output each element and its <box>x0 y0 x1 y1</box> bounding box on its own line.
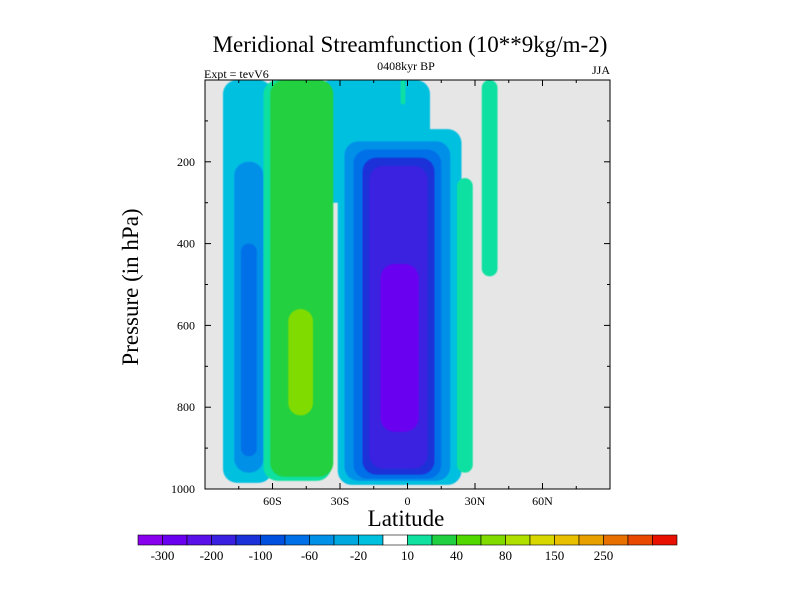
colorbar-swatch <box>358 534 384 546</box>
contour-fills <box>223 80 498 485</box>
y-tick-label: 800 <box>177 400 195 414</box>
colorbar-swatch <box>505 534 531 546</box>
time-label: 0408kyr BP <box>377 59 435 73</box>
colorbar-swatch <box>652 534 678 546</box>
colorbar-swatch <box>529 534 555 546</box>
colorbar-swatch <box>162 534 188 546</box>
x-tick-label: 0 <box>405 494 411 508</box>
x-tick-label: 30N <box>465 494 486 508</box>
colorbar-swatch <box>382 534 408 546</box>
colorbar-swatch <box>260 534 286 546</box>
colorbar-swatch <box>333 534 359 546</box>
colorbar-swatch <box>137 534 163 546</box>
contour-equator-strip <box>400 80 406 105</box>
colorbar-swatch <box>456 534 482 546</box>
colorbar-label: -300 <box>151 548 175 563</box>
colorbar-swatch <box>284 534 310 546</box>
contour-north-strip-upper <box>481 80 498 277</box>
contour-hadley-core <box>380 264 419 432</box>
y-tick-label: 200 <box>177 155 195 169</box>
x-tick-label: 60S <box>263 494 282 508</box>
colorbar-label: 250 <box>594 548 614 563</box>
colorbar-label: -20 <box>350 548 367 563</box>
y-tick-label: 1000 <box>171 482 195 496</box>
colorbar-label: -60 <box>301 548 318 563</box>
y-axis-label: Pressure (in hPa) <box>118 208 143 365</box>
colorbar-label: -200 <box>200 548 224 563</box>
colorbar-swatch <box>578 534 604 546</box>
colorbar-swatch <box>480 534 506 546</box>
contour-southern-cell-core <box>241 243 257 457</box>
x-axis-label: Latitude <box>368 506 445 531</box>
y-axis: 200 400 600 800 1000 <box>171 120 610 496</box>
experiment-label: Expt = tevV6 <box>204 67 269 81</box>
colorbar-label: 40 <box>450 548 463 563</box>
colorbar-swatch <box>554 534 580 546</box>
colorbar-swatch <box>186 534 212 546</box>
colorbar-swatch <box>235 534 261 546</box>
colorbar-swatch <box>407 534 433 546</box>
contour-north-strip-lower <box>457 178 473 473</box>
colorbar-swatch <box>211 534 237 546</box>
colorbar-label: -100 <box>249 548 273 563</box>
y-tick-label: 400 <box>177 237 195 251</box>
colorbar-swatch <box>431 534 457 546</box>
colorbar-swatch <box>627 534 653 546</box>
colorbar-swatch <box>603 534 629 546</box>
x-axis: 60S 30S 0 30N 60N <box>238 80 577 508</box>
colorbar-swatch <box>309 534 335 546</box>
colorbar: -300 -200 -100 -60 -20 10 40 80 150 250 <box>137 534 678 563</box>
contour-ferrel-core <box>288 309 313 416</box>
y-tick-label: 600 <box>177 318 195 332</box>
colorbar-label: 150 <box>545 548 565 563</box>
x-tick-label: 60N <box>532 494 553 508</box>
colorbar-label: 10 <box>401 548 414 563</box>
x-tick-label: 30S <box>331 494 350 508</box>
colorbar-label: 80 <box>499 548 512 563</box>
chart-title: Meridional Streamfunction (10**9kg/m-2) <box>213 32 608 57</box>
season-label: JJA <box>592 63 610 77</box>
contour-ferrel-mid <box>270 80 334 477</box>
